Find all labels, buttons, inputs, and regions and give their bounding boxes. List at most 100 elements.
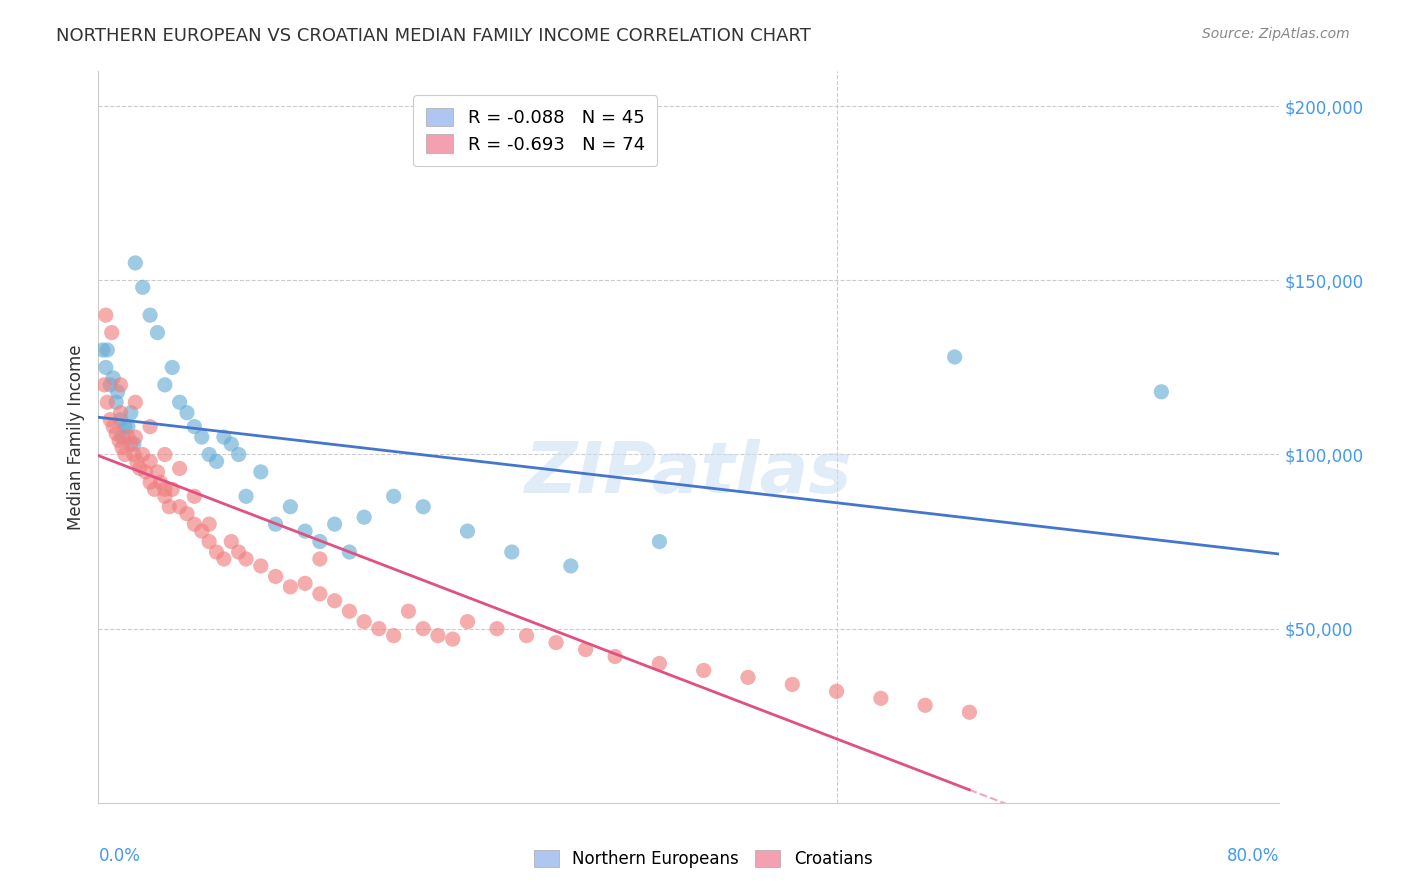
Croatians	[96, 395, 118, 409]
Northern Europeans	[191, 430, 214, 444]
Croatians	[100, 326, 122, 340]
Croatians	[93, 377, 115, 392]
Northern Europeans	[323, 517, 346, 532]
Northern Europeans	[110, 412, 132, 426]
Croatians	[869, 691, 891, 706]
Croatians	[153, 483, 176, 497]
Croatians	[110, 377, 132, 392]
Croatians	[914, 698, 936, 713]
Croatians	[486, 622, 509, 636]
Croatians	[135, 465, 157, 479]
Text: 80.0%: 80.0%	[1227, 847, 1279, 864]
Croatians	[737, 670, 759, 684]
Northern Europeans	[146, 326, 169, 340]
Croatians	[139, 419, 162, 434]
Text: Source: ZipAtlas.com: Source: ZipAtlas.com	[1202, 27, 1350, 41]
Croatians	[198, 534, 221, 549]
Northern Europeans	[309, 534, 332, 549]
Croatians	[114, 448, 136, 462]
Northern Europeans	[264, 517, 287, 532]
Croatians	[648, 657, 671, 671]
Northern Europeans	[212, 430, 235, 444]
Northern Europeans	[1150, 384, 1173, 399]
Northern Europeans	[353, 510, 375, 524]
Croatians	[337, 604, 360, 618]
Northern Europeans	[117, 419, 139, 434]
Croatians	[169, 500, 191, 514]
Northern Europeans	[943, 350, 966, 364]
Croatians	[117, 430, 139, 444]
Northern Europeans	[412, 500, 434, 514]
Northern Europeans	[103, 371, 125, 385]
Northern Europeans	[124, 256, 146, 270]
Northern Europeans	[132, 280, 155, 294]
Croatians	[427, 629, 450, 643]
Northern Europeans	[278, 500, 302, 514]
Croatians	[183, 489, 205, 503]
Croatians	[456, 615, 478, 629]
Croatians	[228, 545, 250, 559]
Legend: R = -0.088   N = 45, R = -0.693   N = 74: R = -0.088 N = 45, R = -0.693 N = 74	[413, 95, 658, 166]
Croatians	[162, 483, 183, 497]
Croatians	[94, 308, 117, 322]
Croatians	[278, 580, 302, 594]
Northern Europeans	[337, 545, 360, 559]
Northern Europeans	[114, 419, 136, 434]
Croatians	[264, 569, 287, 583]
Northern Europeans	[107, 384, 129, 399]
Croatians	[105, 426, 128, 441]
Croatians	[309, 587, 332, 601]
Northern Europeans	[560, 558, 582, 573]
Croatians	[149, 475, 172, 490]
Croatians	[139, 454, 162, 468]
Croatians	[98, 412, 121, 426]
Croatians	[146, 465, 169, 479]
Croatians	[353, 615, 375, 629]
Croatians	[191, 524, 214, 538]
Northern Europeans	[501, 545, 523, 559]
Northern Europeans	[382, 489, 405, 503]
Northern Europeans	[176, 406, 198, 420]
Croatians	[382, 629, 405, 643]
Croatians	[219, 534, 242, 549]
Croatians	[309, 552, 332, 566]
Croatians	[515, 629, 537, 643]
Croatians	[396, 604, 419, 618]
Y-axis label: Median Family Income: Median Family Income	[66, 344, 84, 530]
Northern Europeans	[648, 534, 671, 549]
Croatians	[153, 448, 176, 462]
Northern Europeans	[105, 395, 128, 409]
Text: 0.0%: 0.0%	[98, 847, 141, 864]
Northern Europeans	[94, 360, 117, 375]
Northern Europeans	[228, 448, 250, 462]
Croatians	[323, 594, 346, 608]
Northern Europeans	[183, 419, 205, 434]
Northern Europeans	[219, 437, 242, 451]
Croatians	[128, 461, 150, 475]
Croatians	[544, 635, 567, 649]
Northern Europeans	[169, 395, 191, 409]
Northern Europeans	[98, 377, 121, 392]
Northern Europeans	[122, 437, 145, 451]
Croatians	[212, 552, 235, 566]
Croatians	[368, 622, 391, 636]
Croatians	[143, 483, 166, 497]
Croatians	[124, 395, 146, 409]
Croatians	[139, 475, 162, 490]
Croatians	[124, 430, 146, 444]
Northern Europeans	[91, 343, 114, 357]
Croatians	[120, 437, 142, 451]
Croatians	[574, 642, 596, 657]
Croatians	[153, 489, 176, 503]
Croatians	[693, 664, 716, 678]
Northern Europeans	[205, 454, 228, 468]
Legend: Northern Europeans, Croatians: Northern Europeans, Croatians	[527, 843, 879, 875]
Northern Europeans	[153, 377, 176, 392]
Croatians	[111, 441, 134, 455]
Text: ZIPatlas: ZIPatlas	[526, 439, 852, 508]
Croatians	[294, 576, 316, 591]
Croatians	[825, 684, 848, 698]
Northern Europeans	[235, 489, 257, 503]
Croatians	[205, 545, 228, 559]
Croatians	[250, 558, 273, 573]
